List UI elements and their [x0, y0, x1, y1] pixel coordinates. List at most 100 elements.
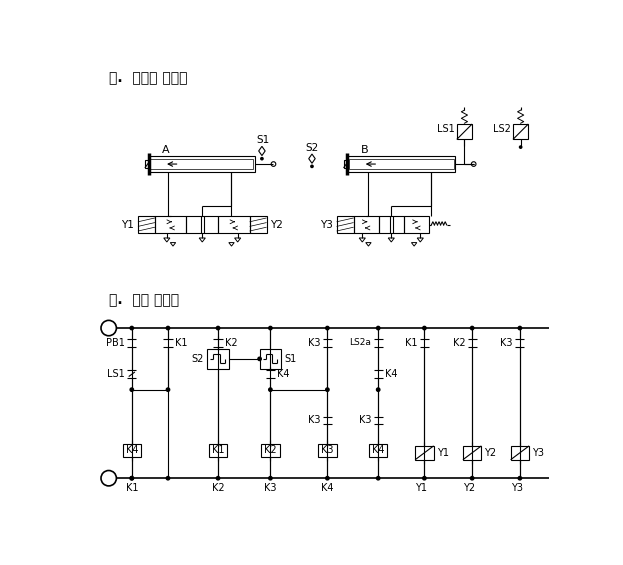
Bar [150, 159, 254, 170]
Bar [349, 159, 454, 170]
Circle shape [326, 388, 329, 392]
Bar [348, 157, 455, 172]
Circle shape [470, 327, 474, 330]
Text: Y1: Y1 [416, 483, 427, 493]
Text: PB1: PB1 [106, 338, 125, 347]
Bar [353, 216, 379, 233]
Circle shape [326, 327, 329, 330]
Text: K3: K3 [500, 338, 513, 347]
Text: Y3: Y3 [511, 483, 523, 493]
Text: B: B [361, 145, 368, 155]
Circle shape [216, 476, 220, 480]
Circle shape [311, 165, 313, 167]
Text: K3: K3 [359, 415, 371, 425]
Circle shape [326, 476, 329, 480]
Circle shape [101, 320, 117, 336]
Bar [250, 216, 267, 233]
Text: LS2: LS2 [493, 124, 511, 134]
Circle shape [130, 327, 133, 330]
Text: S2: S2 [305, 143, 318, 153]
Text: K4: K4 [126, 445, 138, 455]
Circle shape [518, 327, 521, 330]
Text: Y1: Y1 [121, 220, 134, 230]
Circle shape [261, 158, 263, 160]
Bar [513, 124, 528, 140]
Bar [318, 444, 336, 458]
Text: S1: S1 [284, 354, 297, 364]
Text: K1: K1 [175, 338, 188, 347]
Text: K2: K2 [452, 338, 465, 347]
Bar [369, 444, 388, 458]
Text: 나.  전기 회로도: 나. 전기 회로도 [108, 293, 179, 307]
Text: S2: S2 [192, 354, 204, 364]
Circle shape [101, 471, 117, 486]
Text: LS1: LS1 [437, 124, 454, 134]
Circle shape [166, 327, 169, 330]
Text: Y2: Y2 [485, 448, 497, 458]
Circle shape [130, 476, 133, 480]
Bar [186, 216, 218, 233]
Circle shape [376, 476, 380, 480]
Circle shape [269, 327, 272, 330]
Bar [404, 216, 429, 233]
Circle shape [166, 476, 169, 480]
Text: K2: K2 [264, 445, 277, 455]
Circle shape [130, 388, 133, 392]
Bar [343, 160, 348, 168]
Bar [457, 124, 472, 140]
Text: K2: K2 [212, 483, 224, 493]
Text: A: A [162, 145, 169, 155]
Text: 24V: 24V [100, 324, 117, 333]
Bar [145, 160, 149, 168]
Text: 가.  공기압 회로도: 가. 공기압 회로도 [108, 72, 187, 85]
Circle shape [376, 327, 380, 330]
Bar [260, 349, 281, 369]
Bar [379, 216, 404, 233]
Bar [463, 446, 482, 460]
Circle shape [422, 327, 426, 330]
Text: K3: K3 [264, 483, 277, 493]
Circle shape [520, 146, 522, 148]
Text: K1: K1 [126, 483, 138, 493]
Circle shape [269, 388, 272, 392]
Text: K1: K1 [405, 338, 417, 347]
Text: Y2: Y2 [270, 220, 283, 230]
Text: K3: K3 [308, 338, 320, 347]
Text: Y1: Y1 [437, 448, 449, 458]
Text: Y2: Y2 [463, 483, 475, 493]
Text: S1: S1 [257, 135, 270, 145]
Bar [209, 444, 227, 458]
Text: K2: K2 [225, 338, 237, 347]
Text: K3: K3 [321, 445, 334, 455]
Text: K4: K4 [385, 370, 397, 379]
Circle shape [258, 357, 261, 360]
Text: LS1: LS1 [107, 370, 125, 379]
Circle shape [269, 476, 272, 480]
Bar [218, 216, 250, 233]
Bar [138, 216, 155, 233]
Circle shape [166, 388, 169, 392]
Text: K4: K4 [372, 445, 384, 455]
Bar [123, 444, 141, 458]
Bar [149, 157, 255, 172]
Bar [261, 444, 280, 458]
Bar [336, 216, 353, 233]
Text: K4: K4 [321, 483, 334, 493]
Bar [415, 446, 434, 460]
Circle shape [518, 476, 521, 480]
Circle shape [376, 388, 380, 392]
Bar [511, 446, 529, 460]
Text: Y3: Y3 [320, 220, 333, 230]
Text: Y3: Y3 [532, 448, 545, 458]
Text: 0V: 0V [103, 473, 114, 483]
Text: K1: K1 [212, 445, 224, 455]
Text: K3: K3 [308, 415, 320, 425]
Circle shape [216, 327, 220, 330]
Circle shape [470, 476, 474, 480]
Text: K4: K4 [277, 370, 290, 379]
Circle shape [422, 476, 426, 480]
Text: LS2a: LS2a [350, 338, 371, 347]
Bar [155, 216, 186, 233]
Circle shape [130, 476, 133, 480]
Bar [207, 349, 229, 369]
